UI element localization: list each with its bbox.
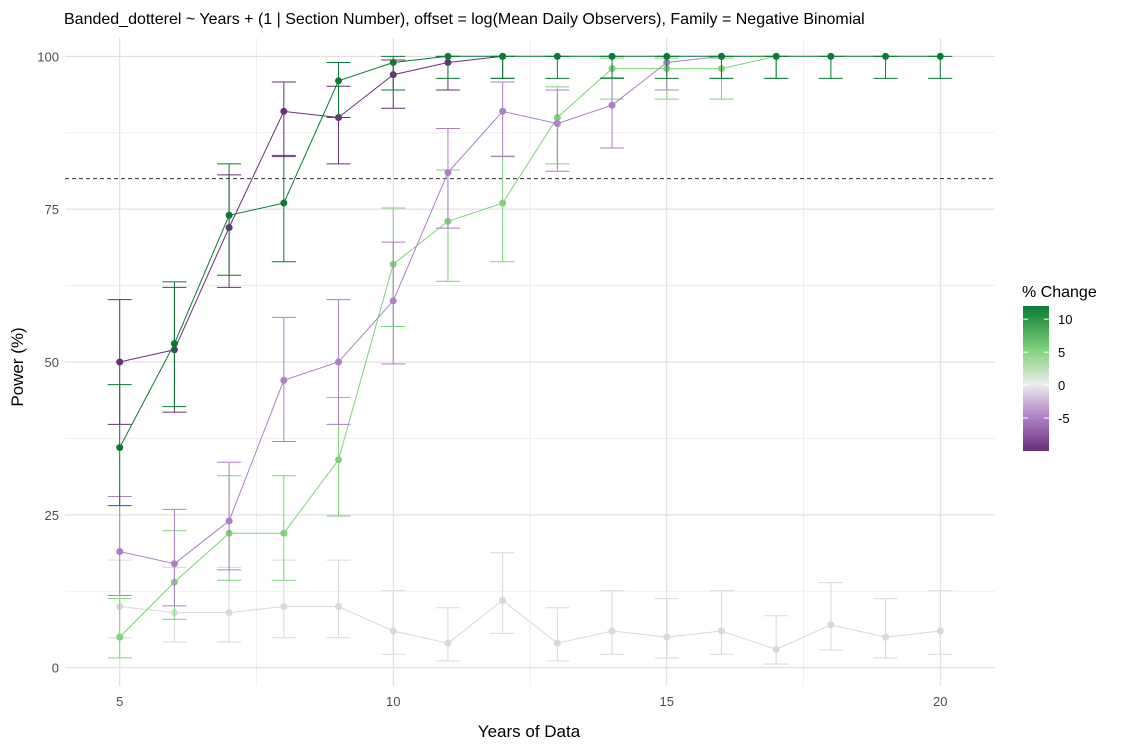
error-bar (654, 598, 679, 659)
data-point (335, 603, 343, 611)
data-point (827, 621, 835, 629)
data-point (170, 560, 178, 568)
error-bar (217, 461, 242, 571)
legend-title: % Change (1022, 284, 1097, 301)
data-point (553, 639, 561, 647)
data-point (608, 52, 616, 60)
data-point (335, 456, 343, 464)
x-axis-label: Years of Data (478, 722, 581, 741)
data-point (280, 376, 288, 384)
data-point (553, 120, 561, 128)
data-point (827, 52, 835, 60)
data-point (936, 52, 944, 60)
data-point (499, 199, 507, 207)
error-bar (271, 154, 296, 263)
y-tick-label: 25 (45, 508, 59, 523)
data-point (280, 107, 288, 115)
legend-tick-label: 0 (1058, 378, 1065, 393)
data-point (772, 645, 780, 653)
series-10 (107, 52, 953, 507)
error-bar (217, 163, 242, 276)
data-point (116, 444, 124, 452)
y-axis-label: Power (%) (8, 327, 27, 406)
data-point (663, 633, 671, 641)
y-tick-label: 100 (37, 49, 59, 64)
data-point (499, 596, 507, 604)
x-tick-label: 20 (933, 694, 947, 709)
data-point (444, 168, 452, 176)
error-bar (709, 590, 734, 655)
data-point (280, 603, 288, 611)
data-point (280, 529, 288, 537)
data-point (225, 517, 233, 525)
data-point (170, 340, 178, 348)
data-point (499, 52, 507, 60)
data-point (389, 297, 397, 305)
data-point (882, 633, 890, 641)
chart-title: Banded_dotterel ~ Years + (1 | Section N… (64, 11, 865, 28)
data-point (608, 627, 616, 635)
data-point (335, 358, 343, 366)
data-point (608, 101, 616, 109)
series-line (119, 55, 941, 448)
error-bar (271, 475, 296, 581)
legend-tick-label: 5 (1058, 345, 1065, 360)
error-bar (928, 590, 953, 655)
series-line (119, 599, 941, 650)
data-point (116, 358, 124, 366)
data-point (772, 52, 780, 60)
data-point (389, 627, 397, 635)
legend-tick-label: 10 (1058, 312, 1072, 327)
error-bar (326, 61, 351, 118)
x-tick-label: 10 (386, 694, 400, 709)
data-point (717, 52, 725, 60)
grid-lines (65, 38, 995, 686)
error-bar (490, 552, 515, 634)
axis-tick-labels: 5 10 15 20 0 25 50 75 100 (37, 49, 947, 709)
error-bar (326, 559, 351, 639)
error-bar (764, 615, 789, 665)
data-point (280, 199, 288, 207)
legend: % Change 10 5 0 -5 (1022, 284, 1097, 451)
y-tick-label: 75 (45, 202, 59, 217)
error-bar (162, 508, 187, 607)
error-bar (545, 89, 570, 172)
data-point (335, 77, 343, 85)
x-tick-label: 5 (116, 694, 123, 709)
error-bar (381, 590, 406, 655)
data-point (499, 107, 507, 115)
data-point (116, 548, 124, 556)
error-bar (435, 127, 460, 229)
legend-ticks: 10 5 0 -5 (1023, 312, 1072, 426)
error-bar (107, 598, 132, 659)
data-series (107, 52, 953, 665)
x-tick-label: 15 (660, 694, 674, 709)
y-tick-label: 50 (45, 355, 59, 370)
data-point (116, 633, 124, 641)
data-point (882, 52, 890, 60)
series-0 (107, 552, 953, 665)
data-point (936, 627, 944, 635)
series-line (119, 55, 722, 565)
legend-colorbar (1023, 306, 1049, 451)
y-tick-label: 0 (52, 661, 59, 676)
data-point (444, 52, 452, 60)
data-point (553, 52, 561, 60)
error-bar (545, 607, 570, 662)
data-point (444, 639, 452, 647)
error-bar (600, 590, 625, 655)
error-bar (818, 582, 843, 651)
data-point (663, 52, 671, 60)
error-bar (490, 81, 515, 158)
data-point (389, 58, 397, 66)
error-bar (873, 598, 898, 659)
data-point (717, 627, 725, 635)
data-point (225, 609, 233, 617)
error-bar (435, 607, 460, 662)
legend-tick-label: -5 (1058, 411, 1070, 426)
data-point (225, 211, 233, 219)
series-line (119, 55, 503, 363)
